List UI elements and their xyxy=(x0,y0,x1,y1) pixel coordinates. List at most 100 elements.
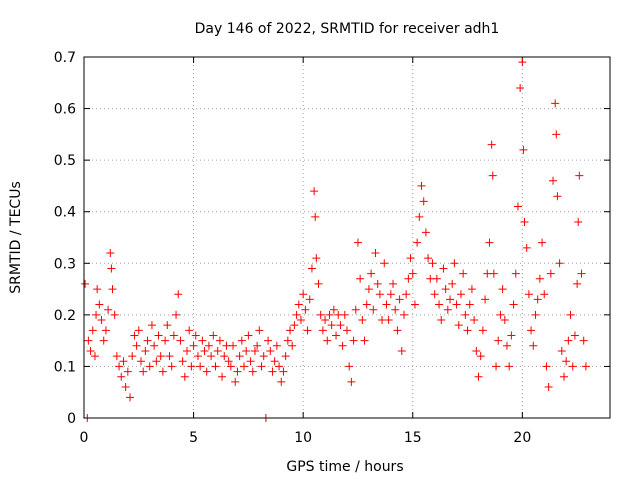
data-point xyxy=(360,336,369,345)
data-point xyxy=(187,362,196,371)
data-point xyxy=(575,171,584,180)
data-point xyxy=(417,181,426,190)
data-point xyxy=(343,326,351,335)
data-point xyxy=(290,321,299,330)
data-point xyxy=(507,331,516,340)
data-point xyxy=(496,310,505,319)
data-point xyxy=(470,316,479,325)
data-point xyxy=(147,321,156,330)
data-point xyxy=(123,367,132,376)
data-point xyxy=(264,336,273,345)
data-point xyxy=(174,290,183,299)
data-point xyxy=(207,352,216,361)
data-point xyxy=(275,362,284,371)
y-tick-label: 0.1 xyxy=(54,359,76,375)
data-point xyxy=(487,140,496,149)
data-point xyxy=(237,336,246,345)
data-point xyxy=(189,341,198,350)
data-point xyxy=(419,197,428,206)
data-point xyxy=(312,254,321,263)
data-point xyxy=(231,377,240,386)
data-point xyxy=(145,362,154,371)
data-point xyxy=(404,274,413,283)
x-tick-labels: 0 5 10 15 20 xyxy=(80,430,532,446)
data-point xyxy=(476,352,485,361)
data-point xyxy=(432,274,441,283)
data-point xyxy=(183,346,192,355)
data-point xyxy=(340,310,349,319)
data-point xyxy=(301,305,310,314)
data-point xyxy=(485,238,494,247)
data-point xyxy=(233,367,242,376)
data-point xyxy=(180,372,189,381)
data-point xyxy=(198,336,207,345)
data-point xyxy=(99,336,108,345)
data-point xyxy=(551,99,560,108)
data-point xyxy=(311,212,320,221)
data-point xyxy=(443,305,452,314)
data-point xyxy=(393,326,402,335)
data-point xyxy=(279,367,288,376)
data-point xyxy=(538,238,547,247)
data-point xyxy=(299,290,308,299)
data-point xyxy=(516,83,525,92)
data-point xyxy=(288,341,297,350)
data-point xyxy=(421,228,430,237)
data-point xyxy=(112,352,121,361)
data-point xyxy=(492,362,501,371)
data-point xyxy=(253,341,262,350)
data-point xyxy=(463,326,472,335)
data-point xyxy=(88,326,97,335)
data-point xyxy=(522,243,531,252)
data-point xyxy=(386,290,395,299)
data-point xyxy=(351,305,360,314)
data-point xyxy=(465,300,474,309)
data-point xyxy=(235,352,244,361)
data-point xyxy=(542,362,551,371)
data-point xyxy=(272,341,281,350)
data-point xyxy=(130,331,139,340)
data-point xyxy=(294,300,303,309)
data-point xyxy=(213,346,222,355)
data-point xyxy=(134,326,143,335)
data-point xyxy=(143,336,152,345)
data-point xyxy=(115,362,124,371)
y-tick-label: 0.2 xyxy=(54,308,76,324)
data-point xyxy=(246,357,255,366)
data-point xyxy=(209,331,218,340)
data-point xyxy=(318,326,327,335)
data-point xyxy=(327,321,336,330)
data-point xyxy=(132,341,141,350)
y-tick-label: 0.6 xyxy=(54,102,76,118)
x-tick-label: 20 xyxy=(513,430,531,446)
data-point xyxy=(450,259,459,268)
data-point xyxy=(402,290,411,299)
data-point xyxy=(215,336,224,345)
data-point xyxy=(362,300,371,309)
data-point xyxy=(154,331,163,340)
data-point xyxy=(524,290,533,299)
data-point xyxy=(552,130,561,139)
y-tick-labels: 0 0.1 0.2 0.3 0.4 0.5 0.6 0.7 xyxy=(54,50,76,427)
data-point xyxy=(461,310,470,319)
data-point xyxy=(448,279,457,288)
data-point xyxy=(577,269,586,278)
data-point xyxy=(456,290,465,299)
data-point xyxy=(81,279,90,288)
data-point xyxy=(332,331,341,340)
data-point xyxy=(581,362,590,371)
data-point xyxy=(395,295,404,304)
data-point xyxy=(204,341,213,350)
data-point xyxy=(158,367,167,376)
data-point xyxy=(126,393,135,402)
data-point xyxy=(410,300,419,309)
plot-frame xyxy=(83,56,611,419)
data-point xyxy=(90,352,99,361)
data-point xyxy=(220,352,229,361)
data-point xyxy=(218,372,227,381)
data-point xyxy=(375,290,384,299)
data-point xyxy=(176,336,185,345)
data-point xyxy=(338,341,347,350)
data-point xyxy=(527,326,536,335)
